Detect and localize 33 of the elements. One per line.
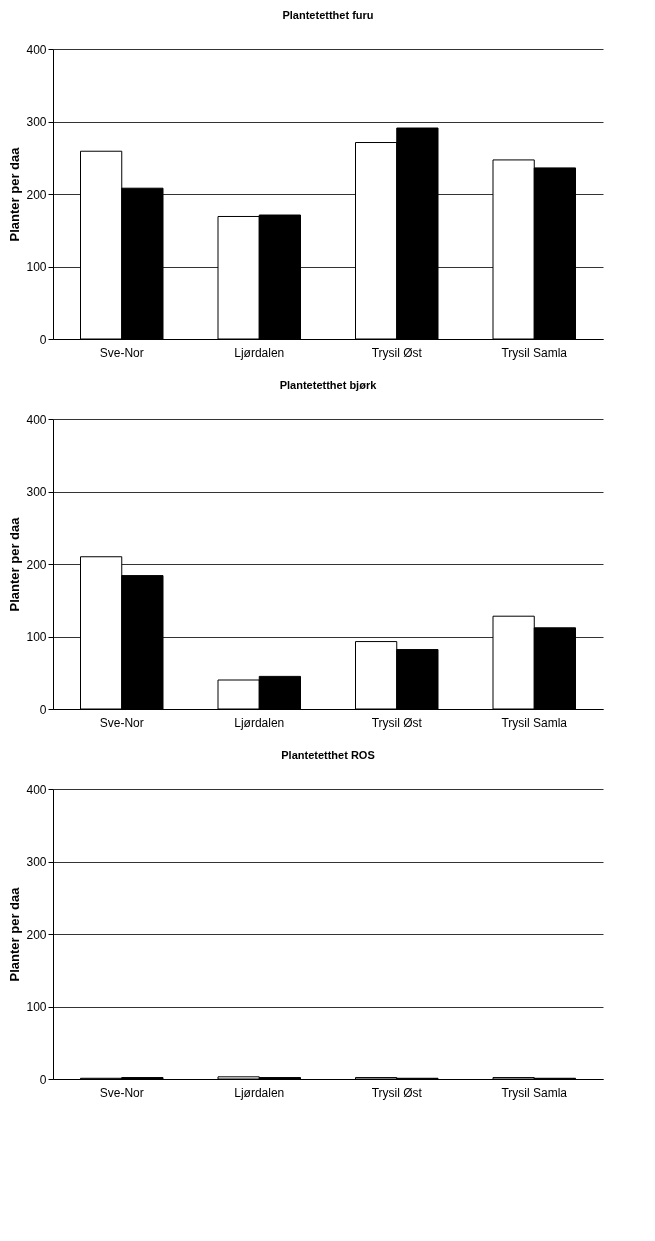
x-tick-label: Trysil Samla: [501, 1085, 568, 1100]
y-tick-label: 200: [26, 557, 47, 572]
y-tick-label: 100: [26, 260, 47, 274]
y-tick-label: 0: [39, 702, 47, 717]
x-tick-label: Ljørdalen: [234, 715, 285, 730]
x-tick-label: Trysil Øst: [371, 715, 423, 730]
y-tick-label: 400: [26, 42, 47, 57]
x-tick-label: Ljørdalen: [234, 345, 285, 360]
chart-title: Plantetetthet ROS: [281, 749, 375, 761]
x-tick-label: Sve-Nor: [99, 345, 144, 360]
x-tick-label: Trysil Øst: [371, 345, 423, 360]
x-tick-label: Trysil Samla: [501, 345, 568, 360]
y-tick-label: 300: [26, 115, 47, 129]
y-tick-label: 300: [26, 485, 47, 499]
y-tick-label: 0: [39, 332, 47, 347]
x-tick-label: Ljørdalen: [234, 1085, 285, 1100]
x-tick-label: Trysil Samla: [501, 715, 568, 730]
y-axis-title: Planter per daa: [7, 146, 23, 242]
y-tick-label: 100: [26, 1000, 47, 1014]
x-tick-label: Sve-Nor: [99, 715, 144, 730]
y-tick-label: 400: [26, 782, 47, 797]
chart-title: Plantetetthet bjørk: [279, 379, 378, 391]
y-tick-label: 200: [26, 927, 47, 942]
y-tick-label: 400: [26, 412, 47, 427]
y-axis-title: Planter per daa: [7, 516, 23, 612]
x-tick-label: Trysil Øst: [371, 1085, 423, 1100]
chart-title: Plantetetthet furu: [282, 9, 374, 21]
x-tick-label: Sve-Nor: [99, 1085, 144, 1100]
y-tick-label: 200: [26, 187, 47, 202]
y-tick-label: 100: [26, 630, 47, 644]
y-tick-label: 0: [39, 1072, 47, 1087]
y-tick-label: 300: [26, 855, 47, 869]
y-axis-title: Planter per daa: [7, 886, 23, 982]
